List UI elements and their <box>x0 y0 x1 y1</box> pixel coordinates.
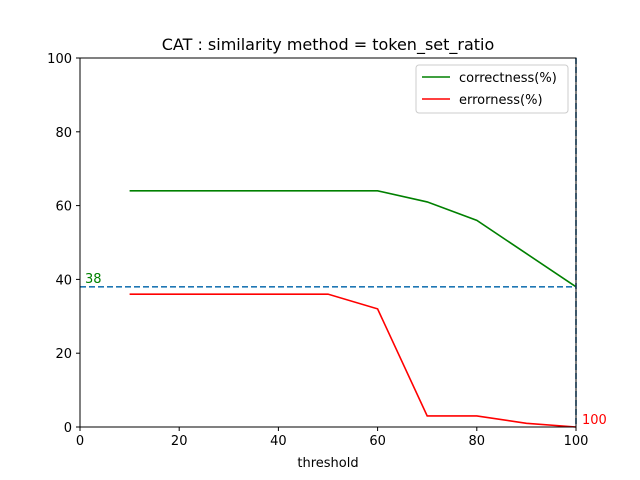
chart-title: CAT : similarity method = token_set_rati… <box>162 35 495 55</box>
x-axis-label: threshold <box>297 456 358 471</box>
x-tick-label: 100 <box>564 434 589 449</box>
x-tick-label: 80 <box>469 434 486 449</box>
y-tick-label: 40 <box>55 273 72 288</box>
series-line-1 <box>129 190 577 288</box>
y-tick-label: 20 <box>55 347 72 362</box>
series-line-2 <box>129 293 577 428</box>
y-tick-label: 60 <box>55 200 72 215</box>
legend-box <box>415 64 569 114</box>
y-tick-label: 0 <box>64 421 72 436</box>
legend-label-1: correctness(%) <box>459 71 557 86</box>
x-tick-label: 40 <box>270 434 287 449</box>
legend: correctness(%) errorness(%) <box>415 64 569 114</box>
annotation-1: 38 <box>85 272 102 287</box>
x-tick-label: 60 <box>369 434 386 449</box>
x-tick-label: 0 <box>76 434 84 449</box>
annotation-2: 100 <box>582 413 607 428</box>
y-tick-label: 100 <box>47 52 72 67</box>
x-tick-label: 20 <box>171 434 188 449</box>
axes: 0 20 40 60 80 100 0 20 40 60 80 100 <box>47 52 588 449</box>
axes-frame <box>79 57 577 428</box>
y-tick-label: 80 <box>55 126 72 141</box>
legend-label-2: errorness(%) <box>459 93 543 108</box>
